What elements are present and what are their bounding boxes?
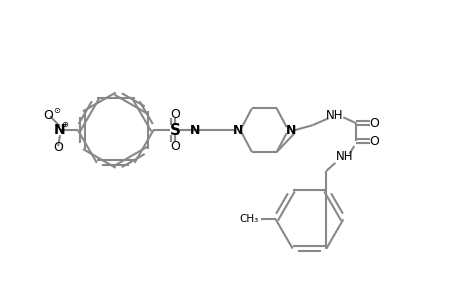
- Text: ⊕: ⊕: [62, 120, 68, 129]
- Text: O: O: [170, 108, 180, 121]
- Text: N: N: [232, 124, 243, 137]
- Text: O: O: [170, 140, 180, 152]
- Text: N: N: [285, 124, 295, 137]
- Text: NH: NH: [335, 150, 353, 164]
- Text: N: N: [54, 123, 66, 137]
- Text: O: O: [369, 135, 378, 148]
- Text: O: O: [43, 109, 53, 122]
- Text: ⊙: ⊙: [53, 106, 61, 115]
- Text: O: O: [369, 117, 378, 130]
- Text: NH: NH: [325, 109, 342, 122]
- Text: S: S: [169, 123, 180, 138]
- Text: N: N: [190, 124, 200, 137]
- Text: O: O: [53, 140, 63, 154]
- Text: CH₃: CH₃: [239, 214, 258, 224]
